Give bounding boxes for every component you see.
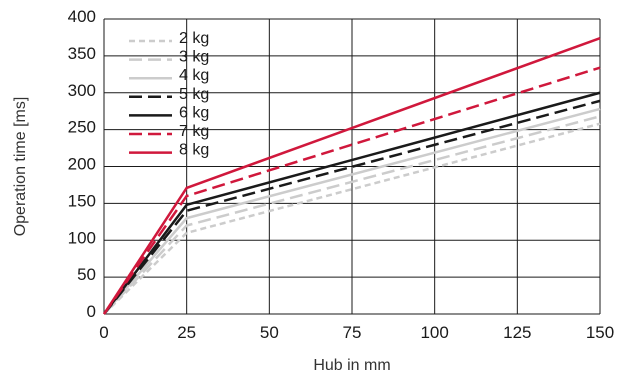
legend-label: 4 kg — [179, 67, 209, 84]
y-tick-label: 300 — [68, 81, 96, 100]
legend-label: 5 kg — [179, 86, 209, 103]
series-line-6-kg — [103, 91, 601, 315]
y-tick-label: 150 — [68, 191, 96, 210]
y-tick-label: 100 — [68, 228, 96, 247]
legend-label: 6 kg — [179, 104, 209, 121]
legend-label: 7 kg — [179, 123, 209, 140]
x-tick-label: 25 — [177, 323, 196, 342]
y-tick-label: 50 — [77, 265, 96, 284]
y-axis-label: Operation time [ms] — [12, 97, 29, 237]
legend-label: 3 kg — [179, 49, 209, 66]
series-line-4-kg — [103, 107, 601, 315]
series-line-8-kg — [102, 36, 601, 315]
x-tick-label: 125 — [503, 323, 531, 342]
series-line-3-kg — [103, 115, 601, 315]
y-tick-label: 250 — [68, 118, 96, 137]
series-line-7-kg — [102, 66, 601, 315]
y-tick-label: 350 — [68, 44, 96, 63]
x-tick-label: 50 — [260, 323, 279, 342]
x-axis-label: Hub in mm — [313, 357, 390, 374]
y-tick-label: 0 — [87, 302, 96, 321]
y-tick-label: 200 — [68, 155, 96, 174]
series-lines — [102, 36, 601, 315]
x-tick-label: 100 — [420, 323, 448, 342]
x-tick-label: 0 — [99, 323, 108, 342]
legend: 2 kg 3 kg4 kg 5 kg6 kg 7 kg 8 kg — [129, 30, 209, 159]
x-tick-label: 75 — [343, 323, 362, 342]
legend-label: 8 kg — [179, 142, 209, 159]
tick-labels: 0 25 50 75 100 125 150 0 50 100 150 200 250 300 350 400 — [68, 7, 615, 342]
x-tick-label: 150 — [586, 323, 614, 342]
legend-label: 2 kg — [179, 30, 209, 47]
y-tick-label: 400 — [68, 7, 96, 26]
series-line-2-kg — [103, 122, 601, 315]
